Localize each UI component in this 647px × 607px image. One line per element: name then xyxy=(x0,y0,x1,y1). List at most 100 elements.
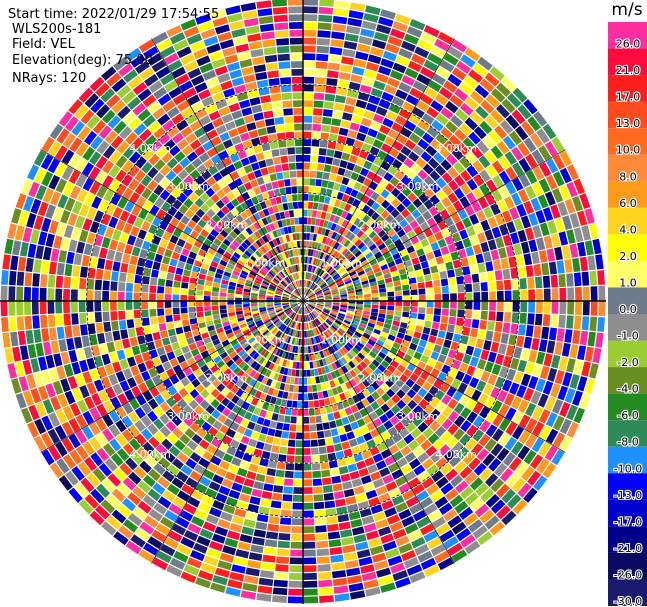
range-gate xyxy=(353,317,361,323)
range-gate xyxy=(433,279,441,287)
range-gate xyxy=(435,337,444,346)
range-gate xyxy=(394,310,402,317)
range-gate xyxy=(320,271,326,278)
range-gate xyxy=(215,393,225,403)
range-gate xyxy=(332,577,348,587)
range-gate xyxy=(378,335,387,343)
range-gate xyxy=(528,239,538,252)
range-gate xyxy=(112,229,122,241)
range-gate xyxy=(418,294,426,301)
range-gate xyxy=(271,445,280,453)
range-gate xyxy=(396,457,408,468)
range-gate xyxy=(130,137,144,150)
range-gate xyxy=(171,477,185,489)
range-gate xyxy=(314,287,320,293)
range-gate xyxy=(554,341,563,356)
range-gate xyxy=(520,289,528,301)
range-gate xyxy=(300,288,302,295)
range-gate xyxy=(458,506,474,520)
range-gate xyxy=(274,477,284,486)
range-gate xyxy=(250,544,264,554)
range-gate xyxy=(303,100,314,108)
range-gate xyxy=(149,309,157,317)
range-gate xyxy=(266,125,276,134)
range-gate xyxy=(331,31,345,40)
range-gate xyxy=(97,223,107,236)
range-gate xyxy=(301,287,303,295)
range-gate xyxy=(226,191,236,201)
range-gate xyxy=(329,249,336,257)
range-gate xyxy=(173,228,183,238)
range-gate xyxy=(363,415,372,425)
range-gate xyxy=(343,41,358,50)
range-gate xyxy=(281,315,288,322)
range-gate xyxy=(277,204,284,212)
range-gate xyxy=(153,127,166,139)
range-gate xyxy=(279,314,286,320)
range-gate xyxy=(126,273,135,283)
range-gate xyxy=(235,297,242,301)
range-gate xyxy=(180,464,193,476)
range-gate xyxy=(244,217,253,226)
range-gate xyxy=(316,45,330,54)
range-gate xyxy=(446,204,457,216)
range-gate xyxy=(274,293,282,297)
range-gate xyxy=(256,193,264,203)
range-gate xyxy=(267,323,274,329)
range-gate xyxy=(246,320,255,326)
range-gate xyxy=(293,209,299,217)
range-gate xyxy=(274,212,281,221)
range-gate xyxy=(335,278,343,284)
range-gate xyxy=(191,101,204,113)
range-gate xyxy=(230,208,240,217)
range-gate xyxy=(65,470,79,486)
range-gate xyxy=(224,537,239,548)
range-gate xyxy=(466,192,477,204)
range-gate xyxy=(156,38,172,52)
range-gate xyxy=(379,292,387,297)
range-gate xyxy=(356,157,366,167)
range-gate xyxy=(306,233,310,240)
range-gate xyxy=(303,440,311,448)
range-gate xyxy=(219,296,227,301)
range-gate xyxy=(334,369,341,378)
range-gate xyxy=(398,48,413,60)
range-gate xyxy=(496,290,504,301)
range-gate xyxy=(245,81,258,91)
range-gate xyxy=(45,354,55,369)
colorbar-tick-label: -10.0 xyxy=(614,462,642,475)
range-gate xyxy=(232,188,241,197)
range-gate xyxy=(416,248,425,257)
range-gate xyxy=(303,240,306,248)
range-gate xyxy=(299,225,303,232)
range-gate xyxy=(215,199,225,209)
range-gate xyxy=(310,265,315,273)
range-gate xyxy=(331,287,338,292)
range-gate xyxy=(306,280,309,288)
range-gate xyxy=(318,587,334,596)
range-gate xyxy=(217,518,231,529)
range-gate xyxy=(272,595,287,603)
range-gate xyxy=(283,278,289,285)
range-gate xyxy=(240,220,249,229)
range-gate xyxy=(321,341,327,349)
range-gate xyxy=(298,201,303,209)
range-gate xyxy=(95,418,108,432)
range-gate xyxy=(221,339,230,347)
range-gate xyxy=(303,209,308,217)
range-gate xyxy=(375,355,384,364)
range-gate xyxy=(272,205,279,213)
range-gate xyxy=(293,241,298,249)
range-gate xyxy=(500,333,509,344)
range-gate xyxy=(337,329,344,336)
range-gate xyxy=(257,346,265,354)
range-gate xyxy=(293,291,299,297)
range-gate xyxy=(285,407,292,416)
range-gate xyxy=(312,210,318,218)
range-gate xyxy=(268,260,275,267)
range-gate xyxy=(216,189,226,199)
range-gate xyxy=(295,306,300,313)
range-gate xyxy=(125,131,138,145)
range-gate xyxy=(331,308,339,313)
range-gate xyxy=(169,217,180,228)
